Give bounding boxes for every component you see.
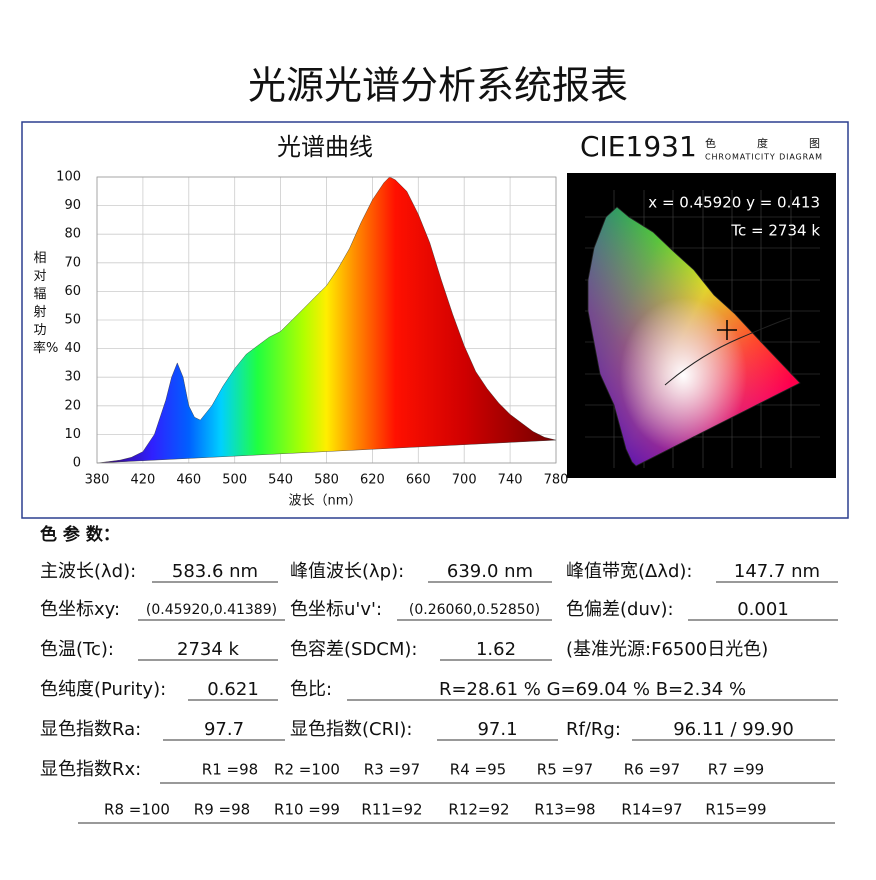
param-label: 峰值带宽(Δλd):	[566, 561, 693, 582]
x-tick-label: 500	[222, 473, 247, 488]
param-label: Rf/Rg:	[566, 719, 621, 740]
rx-value: R6 =97	[624, 761, 680, 779]
rx-value: R4 =95	[450, 761, 506, 779]
rx-value: R7 =99	[708, 761, 764, 779]
y-tick-label: 10	[64, 427, 81, 442]
param-label: (基准光源:F6500日光色)	[566, 639, 768, 660]
param-label: 峰值波长(λp):	[290, 561, 404, 582]
x-tick-label: 660	[406, 473, 431, 488]
chart-frame	[21, 121, 849, 519]
param-value: 97.7	[204, 719, 244, 740]
x-tick-label: 780	[544, 473, 569, 488]
rx-value: R2 =100	[274, 761, 340, 779]
spectrum-area	[96, 176, 557, 464]
param-label: 色偏差(duv):	[566, 599, 674, 620]
y-tick-label: 40	[64, 341, 81, 356]
y-axis-label: 相对辐射功率%	[33, 251, 59, 356]
rx-value: R14=97	[621, 801, 682, 819]
param-value: (0.45920,0.41389)	[146, 602, 277, 618]
x-axis-label: 波长（nm）	[289, 494, 362, 509]
x-tick-label: 700	[452, 473, 477, 488]
x-tick-label: 420	[130, 473, 155, 488]
y-tick-label: 100	[56, 170, 81, 185]
param-label: 主波长(λd):	[40, 561, 136, 582]
rx-value: R15=99	[705, 801, 766, 819]
cie-coords: x = 0.45920 y = 0.413	[648, 194, 820, 212]
cie-tc: Tc = 2734 k	[730, 222, 820, 240]
cie-subtitle-cn: 色 度 图	[705, 136, 820, 150]
param-value: 96.11 / 99.90	[673, 719, 794, 740]
param-value: 147.7 nm	[734, 561, 820, 582]
y-tick-label: 20	[64, 398, 81, 413]
x-tick-label: 740	[498, 473, 523, 488]
x-tick-label: 580	[314, 473, 339, 488]
x-tick-label: 380	[85, 473, 110, 488]
rx-value: R12=92	[448, 801, 509, 819]
cie-subtitle-en: CHROMATICITY DIAGRAM	[705, 153, 822, 162]
param-label: 显色指数Rx:	[40, 759, 141, 780]
param-value: 0.001	[737, 599, 789, 620]
y-tick-label: 70	[64, 255, 81, 270]
planckian-locus	[664, 317, 791, 386]
rx-value: R8 =100	[104, 801, 170, 819]
rx-value: R1 =98	[202, 761, 258, 779]
param-label: 显色指数(CRI):	[290, 719, 413, 740]
rx-value: R11=92	[361, 801, 422, 819]
param-value: 97.1	[477, 719, 517, 740]
param-value: 639.0 nm	[447, 561, 533, 582]
y-tick-label: 60	[64, 284, 81, 299]
param-label: 色纯度(Purity):	[40, 679, 166, 700]
rx-value: R10 =99	[274, 801, 340, 819]
param-label: 显色指数Ra:	[40, 719, 141, 740]
param-value: 1.62	[476, 639, 516, 660]
param-label: 色比:	[290, 679, 332, 700]
param-value: 583.6 nm	[172, 561, 258, 582]
y-tick-label: 30	[64, 370, 81, 385]
y-tick-label: 50	[64, 313, 81, 328]
param-label: 色容差(SDCM):	[290, 639, 418, 660]
cie-cross	[717, 320, 737, 340]
param-value: R=28.61 % G=69.04 % B=2.34 %	[439, 679, 746, 700]
rx-value: R9 =98	[194, 801, 250, 819]
param-label: 色温(Tc):	[40, 639, 114, 660]
y-tick-label: 90	[64, 198, 81, 213]
param-value: 0.621	[207, 679, 259, 700]
x-tick-label: 460	[176, 473, 201, 488]
rx-value: R3 =97	[364, 761, 420, 779]
param-value: (0.26060,0.52850)	[409, 602, 540, 618]
rx-value: R5 =97	[537, 761, 593, 779]
param-label: 色坐标xy:	[40, 599, 120, 620]
chart-title: 光谱曲线	[277, 133, 373, 161]
param-value: 2734 k	[177, 639, 240, 660]
params-heading: 色 参 数：	[40, 524, 120, 545]
report-title: 光源光谱分析系统报表	[248, 64, 628, 108]
x-tick-label: 540	[268, 473, 293, 488]
param-label: 色坐标u'v':	[290, 599, 382, 620]
x-tick-label: 620	[360, 473, 385, 488]
y-tick-label: 80	[64, 227, 81, 242]
plot-frame	[96, 176, 557, 464]
cie-title: CIE1931	[580, 130, 697, 163]
y-tick-label: 0	[73, 456, 81, 471]
cie-gamut-white	[587, 206, 801, 467]
rx-value: R13=98	[534, 801, 595, 819]
